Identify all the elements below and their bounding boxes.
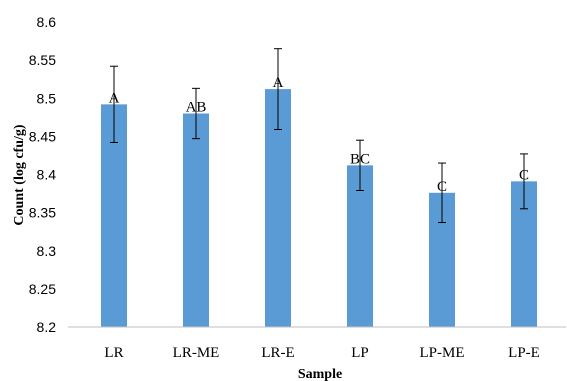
error-bar — [274, 48, 282, 131]
error-bar — [192, 87, 200, 140]
y-tick-label: 8.55 — [29, 52, 56, 68]
x-tick-label: LR-ME — [173, 345, 220, 361]
bar-lp — [347, 165, 373, 327]
x-axis-ticks: LR LR-ME LR-E LP LP-ME LP-E — [104, 345, 539, 361]
y-tick-label: 8.45 — [29, 128, 56, 144]
error-bar — [520, 153, 528, 210]
y-tick-label: 8.6 — [37, 14, 57, 30]
significance-labels: A AB A BC C C — [109, 75, 529, 195]
error-bar — [356, 139, 364, 192]
y-tick-label: 8.2 — [37, 319, 57, 335]
x-tick-label: LR — [104, 345, 123, 361]
y-tick-label: 8.4 — [37, 167, 57, 183]
y-tick-label: 8.35 — [29, 205, 56, 221]
significance-label: AB — [186, 100, 207, 116]
bar-lr-me — [183, 113, 209, 327]
error-bar — [438, 162, 446, 224]
bars — [101, 89, 537, 327]
significance-label: BC — [350, 151, 370, 167]
significance-label: A — [109, 90, 120, 106]
x-tick-label: LP-E — [508, 345, 540, 361]
y-axis-title: Count (log cfu/g) — [12, 124, 27, 225]
y-tick-label: 8.3 — [37, 243, 57, 259]
error-bar — [110, 65, 118, 143]
error-bars — [110, 48, 528, 224]
y-tick-label: 8.5 — [37, 90, 57, 106]
significance-label: A — [273, 75, 284, 91]
significance-label: C — [437, 179, 447, 195]
x-tick-label: LP — [351, 345, 369, 361]
significance-label: C — [519, 167, 529, 183]
y-axis-ticks: 8.2 8.25 8.3 8.35 8.4 8.45 8.5 8.55 8.6 — [29, 14, 56, 335]
x-tick-label: LP-ME — [420, 345, 465, 361]
x-axis-title: Sample — [298, 367, 342, 381]
y-tick-label: 8.25 — [29, 281, 56, 297]
x-tick-label: LR-E — [261, 345, 294, 361]
